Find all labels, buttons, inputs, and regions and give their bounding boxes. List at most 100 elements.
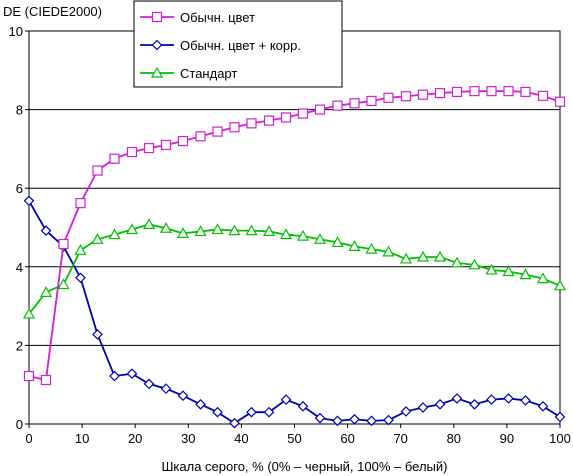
legend-label-2: Стандарт [180, 66, 237, 81]
series-0-point-19 [349, 98, 360, 109]
x-axis-ticks: 0 10 20 30 40 50 60 70 80 90 100 [25, 424, 571, 446]
series-line-1 [28, 200, 561, 425]
series-2-point-26 [468, 258, 481, 270]
series-2-point-4 [91, 233, 104, 244]
series-0-point-20 [366, 95, 377, 107]
y-tick-label-6: 6 [16, 181, 23, 196]
series-2-point-27 [485, 263, 498, 275]
series-2-point-0 [22, 307, 36, 319]
series-0-point-27 [486, 86, 497, 97]
series-0-point-12 [229, 122, 240, 133]
series-0-point-26 [469, 86, 480, 97]
series-0-point-6 [126, 146, 138, 158]
series-1-point-23 [417, 402, 429, 413]
series-0-point-14 [263, 115, 275, 126]
series-2-point-30 [536, 272, 550, 284]
series-1-point-0 [23, 195, 35, 207]
series-2 [22, 218, 567, 319]
x-tick-label-30: 30 [181, 431, 195, 446]
x-tick-label-50: 50 [287, 431, 301, 446]
series-2-point-7 [142, 218, 156, 229]
x-tick-label-0: 0 [25, 431, 32, 446]
series-0-point-24 [434, 87, 446, 99]
series-2-point-22 [399, 252, 413, 264]
series-2-point-21 [382, 245, 395, 257]
series-2-point-5 [108, 228, 121, 240]
y-axis-label: DE (CIEDE2000) [3, 4, 102, 19]
series-1-point-10 [195, 399, 206, 410]
x-tick-label-90: 90 [500, 431, 514, 446]
series-0-point-16 [297, 108, 309, 119]
series-1-point-11 [212, 406, 223, 418]
y-tick-label-0: 0 [16, 417, 23, 432]
x-axis-label: Шкала серого, % (0% – черный, 100% – бел… [162, 459, 448, 474]
series-0-point-28 [503, 86, 514, 97]
series-1-point-13 [246, 406, 257, 418]
series-2-point-25 [450, 256, 464, 268]
series-1-point-18 [332, 415, 343, 427]
series-2-point-9 [176, 227, 190, 238]
series-1-point-1 [40, 225, 52, 236]
series-1-point-28 [503, 393, 514, 404]
series-1-point-3 [75, 272, 86, 284]
series-2-point-17 [313, 233, 327, 244]
x-tick-label-60: 60 [340, 431, 354, 446]
series-0 [23, 86, 566, 386]
x-tick-label-10: 10 [75, 431, 89, 446]
legend-marker-0 [151, 11, 163, 23]
series-0-point-17 [314, 104, 326, 115]
series-2-point-24 [433, 250, 447, 262]
x-tick-label-100: 100 [549, 431, 571, 446]
series-0-point-9 [177, 135, 189, 147]
series-1-point-24 [434, 399, 446, 410]
series-1-point-16 [297, 400, 309, 412]
legend: Обычн. цвет Обычн. цвет + корр. Стандарт [133, 0, 343, 88]
series-0-point-4 [92, 165, 103, 176]
y-tick-label-8: 8 [16, 103, 23, 118]
series-0-point-13 [246, 118, 257, 129]
series-0-point-3 [75, 198, 86, 209]
legend-marker-2 [150, 66, 164, 78]
series-group [22, 86, 567, 429]
series-1-point-19 [349, 413, 360, 425]
series-1-point-25 [451, 393, 463, 404]
series-0-point-30 [537, 90, 549, 101]
series-0-point-0 [23, 370, 35, 382]
series-2-point-12 [228, 224, 241, 236]
series-2-point-28 [502, 265, 515, 277]
series-1-point-4 [92, 329, 103, 340]
series-2-point-6 [125, 223, 139, 235]
series-1-point-21 [383, 414, 394, 426]
series-2-point-31 [553, 279, 567, 291]
series-1-point-8 [160, 383, 172, 394]
y-tick-label-10: 10 [9, 24, 23, 39]
series-1-point-31 [554, 411, 566, 423]
series-0-point-5 [109, 153, 120, 164]
gridlines [29, 109, 560, 346]
y-tick-label-2: 2 [16, 338, 23, 353]
series-2-point-29 [519, 268, 532, 280]
y-tick-label-4: 4 [16, 260, 23, 275]
series-1-point-20 [366, 415, 377, 427]
series-1-point-26 [469, 399, 480, 410]
series-1-point-7 [143, 378, 155, 390]
series-0-point-18 [332, 100, 343, 111]
series-1-point-30 [537, 400, 549, 412]
series-2-point-16 [296, 229, 310, 241]
series-2-point-19 [348, 240, 361, 251]
series-2-point-10 [194, 225, 207, 237]
x-tick-label-80: 80 [447, 431, 461, 446]
series-1-point-17 [314, 412, 326, 424]
series-2-point-2 [57, 278, 70, 290]
x-tick-label-20: 20 [128, 431, 142, 446]
series-2-point-20 [365, 242, 378, 254]
series-2-point-15 [279, 228, 293, 240]
series-0-point-29 [520, 86, 531, 98]
series-2-point-14 [262, 225, 276, 237]
series-1-point-29 [520, 395, 531, 406]
series-0-point-22 [400, 91, 412, 102]
series-0-point-8 [160, 139, 172, 151]
legend-marker-1 [151, 39, 163, 51]
series-2-point-18 [331, 236, 344, 248]
